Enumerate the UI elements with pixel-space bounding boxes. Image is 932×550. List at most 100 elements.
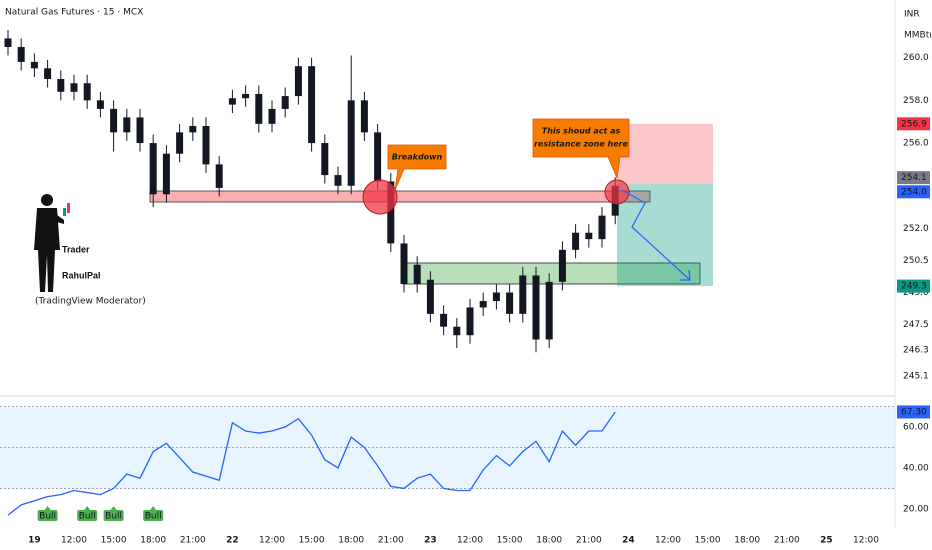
signal-pointer [44,506,51,510]
candle-body [360,100,368,133]
x-tick-label: 12:00 [655,536,681,546]
candle-body [242,93,250,99]
arrow-head [680,269,691,281]
rsi-tick-label: 40.00 [903,463,929,473]
x-tick-label: 18:00 [734,536,760,546]
candle-body [30,61,38,69]
candle-body [44,68,52,79]
unit: MMBtu [904,31,932,41]
x-tick-label: 21:00 [378,536,404,546]
x-tick-label: 18:00 [338,536,364,546]
y-tick-label: 258.0 [903,96,929,106]
candle-body [519,275,527,314]
candle-body [202,125,210,165]
x-tick-label: 18:00 [140,536,166,546]
rsi-tick-label: 20.00 [903,504,929,514]
candle-body [123,117,131,133]
last-price-label-bg [897,185,930,199]
x-tick-label: 22 [226,536,239,546]
candle-body [347,100,355,186]
target-zone [617,183,713,287]
x-tick-label: 12:00 [61,536,87,546]
forecast-arrow [621,189,691,281]
candle-body [558,249,566,282]
signal-label: Bull [79,512,96,522]
candle-body [162,153,170,195]
candle-body [149,143,157,195]
y-tick-label: 246.3 [903,346,929,356]
candle-body [294,66,302,97]
candle-body [96,100,104,109]
logo-candle [67,203,70,213]
callout-box [387,144,447,191]
candle-body [374,132,382,182]
candle-body [268,108,276,124]
candle-body [334,175,342,186]
y-tick-label: 260.0 [903,53,929,63]
candle-body [281,96,289,109]
candle-body [83,83,91,101]
candle-body [321,143,329,176]
x-tick-label: 21:00 [576,536,602,546]
target-label: 249.3 [901,282,927,292]
candle-body [453,326,461,336]
signal-tag [103,510,124,521]
watermark-line: RahulPal [62,270,101,280]
x-tick-label: 12:00 [457,536,483,546]
signal-tag [143,510,164,521]
callout-box [532,118,630,180]
y-tick-label: 245.1 [903,371,929,381]
x-tick-label: 21:00 [180,536,206,546]
rsi-tick-label: 60.00 [903,422,929,432]
rsi-last-label-bg [897,405,930,419]
x-tick-label: 19 [28,536,41,546]
entry-label-bg [897,171,930,185]
logo-arm [57,215,64,224]
highlight-circle [604,179,630,205]
candle-body [413,264,421,284]
signal-pointer [110,506,117,510]
x-tick-label: 23 [424,536,437,546]
y-tick-label: 247.5 [903,320,929,330]
x-tick-label: 18:00 [536,536,562,546]
signal-tag [77,510,98,521]
watermark-line: (TradingView Moderator) [35,297,146,307]
candle-body [215,164,223,188]
candle-body [532,275,540,340]
x-tick-label: 15:00 [695,536,721,546]
candle-body [228,98,236,105]
x-tick-label: 15:00 [101,536,127,546]
entry-label: 254.1 [901,173,927,183]
callout-text: resistance zone here [534,140,629,149]
logo-candle [63,208,66,216]
candle-body [17,46,25,62]
signal-pointer [150,506,157,510]
candle-body [400,243,408,284]
y-tick-label: 256.0 [903,139,929,149]
candle-body [545,281,553,340]
y-tick-label: 249.0 [903,288,929,298]
signal-label: Bull [145,512,162,522]
currency: INR [904,10,920,20]
x-tick-label: 21:00 [774,536,800,546]
signal-label: Bull [39,512,56,522]
candle-body [57,79,65,92]
resistance-zone [149,190,651,203]
candle-body [466,307,474,336]
candle-body [506,292,514,314]
callout-text: Breakdown [392,153,443,162]
highlight-circle [362,179,398,215]
candle-body [308,66,316,144]
candle-body [598,215,606,240]
stop-zone [617,123,713,184]
x-tick-label: 25 [820,536,833,546]
candle-body [110,108,118,133]
candle-body [189,125,197,133]
y-tick-label: 250.5 [903,256,929,266]
signal-label: Bull [105,512,122,522]
x-tick-label: 12:00 [853,536,879,546]
candle-body [176,132,184,154]
candle-body [255,93,263,124]
logo: Trader RahulPal (TradingView Moderator) [34,194,146,307]
